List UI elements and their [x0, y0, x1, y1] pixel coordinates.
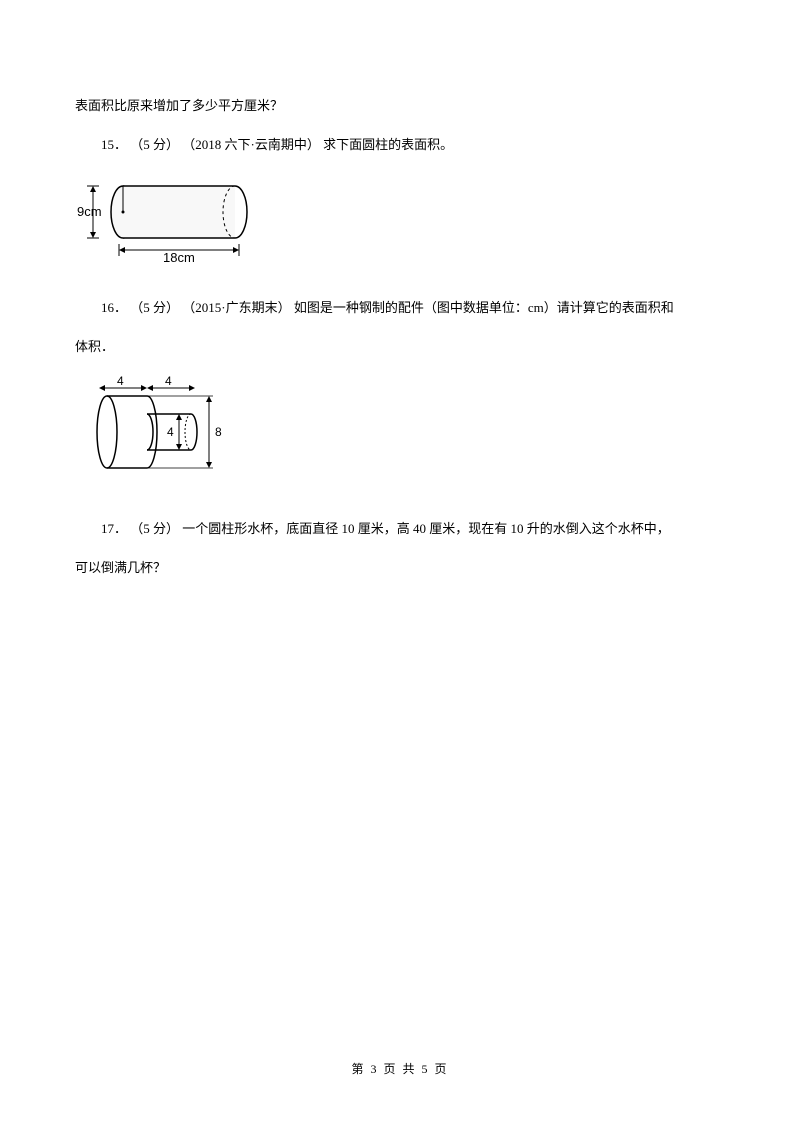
q15-source: （2018 六下·云南期中） — [182, 137, 320, 152]
question-16-line2: 体积． — [75, 331, 725, 362]
q16-text2: 体积． — [75, 339, 114, 354]
q17-text1: 一个圆柱形水杯，底面直径 10 厘米，高 40 厘米，现在有 10 升的水倒入这… — [182, 521, 670, 536]
q15-figure: 9cm 18cm — [75, 172, 725, 273]
q17-text2: 可以倒满几杯？ — [75, 560, 166, 575]
label-4b: 4 — [165, 374, 172, 388]
q16-source: （2015·广东期末） — [182, 300, 290, 315]
q16-points: （5 分） — [130, 300, 179, 315]
footer-text: 第 3 页 共 5 页 — [351, 1062, 448, 1076]
document-content: 表面积比原来增加了多少平方厘米？ 15． （5 分） （2018 六下·云南期中… — [75, 90, 725, 584]
q15-points: （5 分） — [130, 137, 179, 152]
cylinder-diagram-icon: 9cm 18cm — [75, 172, 275, 262]
q15-number: 15． — [101, 137, 127, 152]
q15-text: 求下面圆柱的表面积。 — [323, 137, 453, 152]
q16-figure: 4 4 4 — [75, 374, 725, 495]
label-8: 8 — [215, 425, 222, 439]
q17-points: （5 分） — [130, 521, 179, 536]
previous-question-tail: 表面积比原来增加了多少平方厘米？ — [75, 90, 725, 121]
q16-text1: 如图是一种钢制的配件（图中数据单位：cm）请计算它的表面积和 — [294, 300, 674, 315]
q16-number: 16． — [101, 300, 127, 315]
label-4a: 4 — [117, 374, 124, 388]
q17-number: 17． — [101, 521, 127, 536]
question-17-line2: 可以倒满几杯？ — [75, 552, 725, 583]
diameter-label: 9cm — [77, 204, 102, 219]
length-label: 18cm — [163, 250, 195, 262]
question-16-line1: 16． （5 分） （2015·广东期末） 如图是一种钢制的配件（图中数据单位：… — [75, 292, 725, 323]
steel-part-diagram-icon: 4 4 4 — [75, 374, 255, 484]
question-15: 15． （5 分） （2018 六下·云南期中） 求下面圆柱的表面积。 — [75, 129, 725, 160]
page-footer: 第 3 页 共 5 页 — [0, 1060, 800, 1077]
label-4c: 4 — [167, 425, 174, 439]
question-17-line1: 17． （5 分） 一个圆柱形水杯，底面直径 10 厘米，高 40 厘米，现在有… — [75, 513, 725, 544]
prev-text: 表面积比原来增加了多少平方厘米？ — [75, 98, 283, 113]
